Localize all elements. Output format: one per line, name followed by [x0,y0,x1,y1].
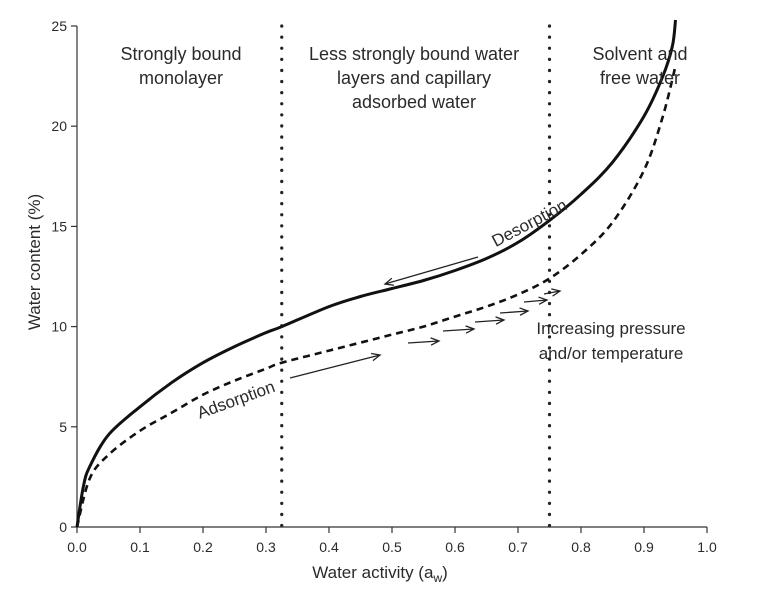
adsorption-curve [75,65,677,528]
zone-label-line: monolayer [139,68,223,88]
y-tick-label: 20 [51,118,67,134]
x-tick-label: 0.5 [382,539,402,555]
pressure-arrow-shaft [407,340,440,344]
y-tick-label: 0 [59,519,67,535]
series-lines [75,19,677,528]
pressure-arrow-head [430,337,441,346]
pressure-arrow-head [551,288,562,297]
desorption-arrow-head [383,277,395,286]
x-tick-label: 0.0 [67,539,87,555]
desorption-arrow [383,256,479,286]
pressure-arrow-head [495,316,506,325]
annotation-arrows [289,256,562,379]
adsorption-arrow-head [371,352,382,362]
zone-label-line: Strongly bound [120,44,241,64]
pressure-label-line2: and/or temperature [539,344,684,363]
x-tick-label: 0.7 [508,539,528,555]
x-axis-title: Water activity (aw) [312,563,448,585]
y-axis-title: Water content (%) [25,194,44,330]
y-tick-label: 25 [51,18,67,34]
pressure-arrow-shaft [499,310,529,314]
adsorption-arrow-shaft [289,354,381,379]
desorption-curve [75,19,677,528]
y-tick-label: 5 [59,419,67,435]
x-tick-label: 0.1 [130,539,150,555]
pressure-arrow [474,316,506,325]
x-tick-label: 0.4 [319,539,339,555]
desorption-arrow-shaft [384,256,479,285]
x-tick-label: 0.8 [571,539,591,555]
x-tick-label: 1.0 [697,539,717,555]
pressure-arrow-shaft [442,328,475,332]
pressure-label-line1: Increasing pressure [536,319,685,338]
x-tick-label: 0.6 [445,539,465,555]
zone-labels: Strongly bound monolayer Less strongly bou… [120,44,687,112]
pressure-arrow [407,337,441,346]
zone-label-line: Solvent and [592,44,687,64]
pressure-arrow [499,307,530,316]
y-ticks: 0 5 10 15 20 25 [51,18,77,535]
x-tick-label: 0.3 [256,539,276,555]
pressure-arrow [543,288,562,297]
pressure-arrow-shaft [523,299,548,303]
pressure-arrow-head [519,307,530,316]
zone-label-line: adsorbed water [352,92,476,112]
x-tick-label: 0.2 [193,539,213,555]
pressure-arrow-shaft [543,290,561,295]
pressure-arrow-head [538,296,549,305]
pressure-arrow [523,296,549,305]
x-ticks: 0.0 0.1 0.2 0.3 0.4 0.5 0.6 0.7 0.8 0.9 1.0 [67,527,717,555]
zone-label-line: Less strongly bound water [309,44,519,64]
x-tick-label: 0.9 [634,539,654,555]
zone-label-line: free water [600,68,680,88]
y-tick-label: 15 [51,218,67,234]
y-tick-label: 10 [51,319,67,335]
pressure-arrow-head [465,325,476,334]
pressure-arrow [442,325,476,334]
zone-label-line: layers and capillary [337,68,491,88]
adsorption-arrow [289,352,382,379]
pressure-arrow-shaft [474,319,505,323]
